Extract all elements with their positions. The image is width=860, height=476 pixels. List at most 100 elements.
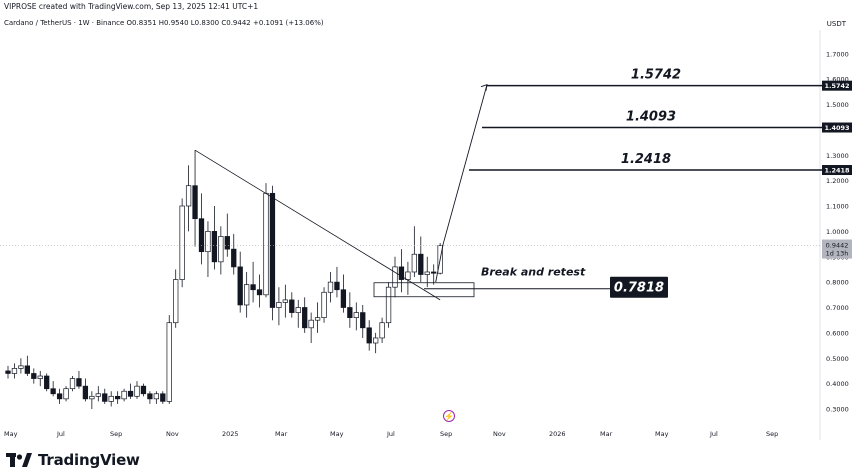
descending-trendline	[194, 149, 441, 301]
tradingview-logo[interactable]: TradingView	[6, 448, 140, 472]
candle-bearish	[160, 393, 166, 402]
candle-bearish	[192, 185, 198, 220]
candle-bearish	[431, 271, 437, 274]
current-price-tag-countdown: 1d 13h	[826, 250, 849, 258]
current-price-tag-value: 0.9442	[826, 242, 849, 250]
candle-bearish	[24, 365, 30, 374]
candle-bullish	[108, 395, 114, 402]
candle-bearish	[127, 390, 134, 397]
time-tick-label: 2026	[549, 430, 566, 438]
candle-bullish	[321, 291, 327, 318]
price-axis: 1.70001.60001.50001.40001.30001.20001.10…	[826, 50, 849, 413]
candle-bullish	[11, 368, 18, 374]
lightning-icon: ⚡	[444, 411, 454, 421]
retest-zone	[373, 282, 475, 298]
candle-bullish	[166, 322, 172, 402]
candle-bearish	[147, 393, 153, 400]
candle-bearish	[211, 231, 218, 263]
target-price-tag-text: 1.5742	[824, 82, 849, 90]
price-tick-label: 0.4000	[826, 380, 849, 388]
candle-bullish	[218, 236, 224, 263]
candle-bullish	[37, 375, 43, 379]
candle-bearish	[44, 375, 50, 390]
candle-bearish	[56, 393, 63, 400]
event-marker-icon[interactable]: ⚡	[443, 410, 455, 422]
candle-bullish	[244, 284, 250, 306]
candle-bullish	[424, 271, 430, 275]
currency-label: USDT	[826, 20, 846, 28]
candle-bearish	[366, 327, 372, 344]
candle-bullish	[308, 319, 314, 329]
candle-bearish	[418, 253, 424, 275]
candle-bearish	[5, 370, 11, 374]
candle-bearish	[269, 192, 276, 308]
candle-bearish	[256, 289, 263, 296]
candle-bullish	[276, 302, 282, 308]
candle-bullish	[282, 299, 288, 303]
candle-bearish	[289, 299, 295, 313]
candle-bearish	[31, 373, 37, 379]
candle-bearish	[398, 266, 405, 280]
drawings: 0.7818 Break and retest 1.5742 1.5742 1.4093…	[0, 68, 852, 422]
time-tick-label: Jul	[386, 430, 395, 438]
price-tick-label: 0.7000	[826, 304, 849, 312]
time-tick-label: Jul	[709, 430, 718, 438]
time-tick-label: Sep	[440, 430, 452, 438]
candle-bullish	[263, 192, 269, 296]
candles	[5, 150, 443, 409]
candle-bullish	[89, 395, 95, 400]
candle-bullish	[314, 317, 321, 321]
price-tick-label: 1.7000	[826, 50, 849, 58]
candle-bearish	[347, 307, 353, 318]
projection-arrowhead	[480, 84, 488, 91]
candle-bearish	[340, 289, 347, 308]
tradingview-logo-icon	[6, 453, 32, 467]
price-tick-label: 0.5000	[826, 355, 849, 363]
candle-bullish	[185, 185, 192, 207]
candle-bullish	[353, 312, 359, 319]
candle-bullish	[69, 378, 76, 390]
candle-bearish	[302, 307, 308, 329]
candle-bearish	[250, 284, 256, 291]
candle-bearish	[76, 378, 82, 387]
candle-bullish	[205, 231, 211, 253]
time-tick-label: Sep	[766, 430, 778, 438]
target-price-tag	[822, 80, 852, 91]
candle-bullish	[95, 393, 101, 397]
tradingview-brand-name: TradingView	[38, 451, 140, 469]
chart-credit: VIPROSE created with TradingView.com, Se…	[4, 2, 259, 11]
price-tick-label: 1.2000	[826, 177, 849, 185]
candle-bullish	[295, 307, 301, 313]
current-price-tag	[822, 239, 852, 259]
price-tick-label: 1.3000	[826, 152, 849, 160]
candle-bullish	[411, 253, 417, 273]
candle-bullish	[179, 205, 185, 280]
candle-bullish	[18, 365, 24, 369]
candle-bearish	[231, 248, 237, 268]
price-tick-label: 0.8000	[826, 279, 849, 287]
target-price-tag-text: 1.2418	[824, 167, 850, 175]
time-tick-label: Mar	[275, 430, 288, 438]
candle-bearish	[334, 281, 340, 291]
candle-bearish	[82, 385, 89, 400]
time-tick-label: Jul	[56, 430, 65, 438]
candle-bullish	[392, 266, 398, 288]
target-label: 1.2418	[621, 152, 671, 167]
candle-bullish	[327, 281, 334, 293]
price-tick-label: 0.3000	[826, 406, 849, 414]
time-tick-label: May	[330, 430, 344, 438]
retest-price-box	[610, 276, 668, 298]
price-tick-label: 0.6000	[826, 329, 849, 337]
candle-bullish	[121, 390, 127, 400]
candle-bullish	[405, 271, 411, 280]
candle-bullish	[385, 286, 392, 324]
symbol-info: Cardano / TetherUS · 1W · Binance O0.835…	[4, 19, 324, 27]
candle-bearish	[114, 395, 121, 400]
candle-bullish	[173, 279, 179, 324]
candle-bearish	[360, 312, 366, 329]
candle-bearish	[102, 393, 108, 402]
time-tick-label: May	[4, 430, 18, 438]
candle-bearish	[140, 385, 147, 395]
candle-bullish	[153, 393, 160, 400]
